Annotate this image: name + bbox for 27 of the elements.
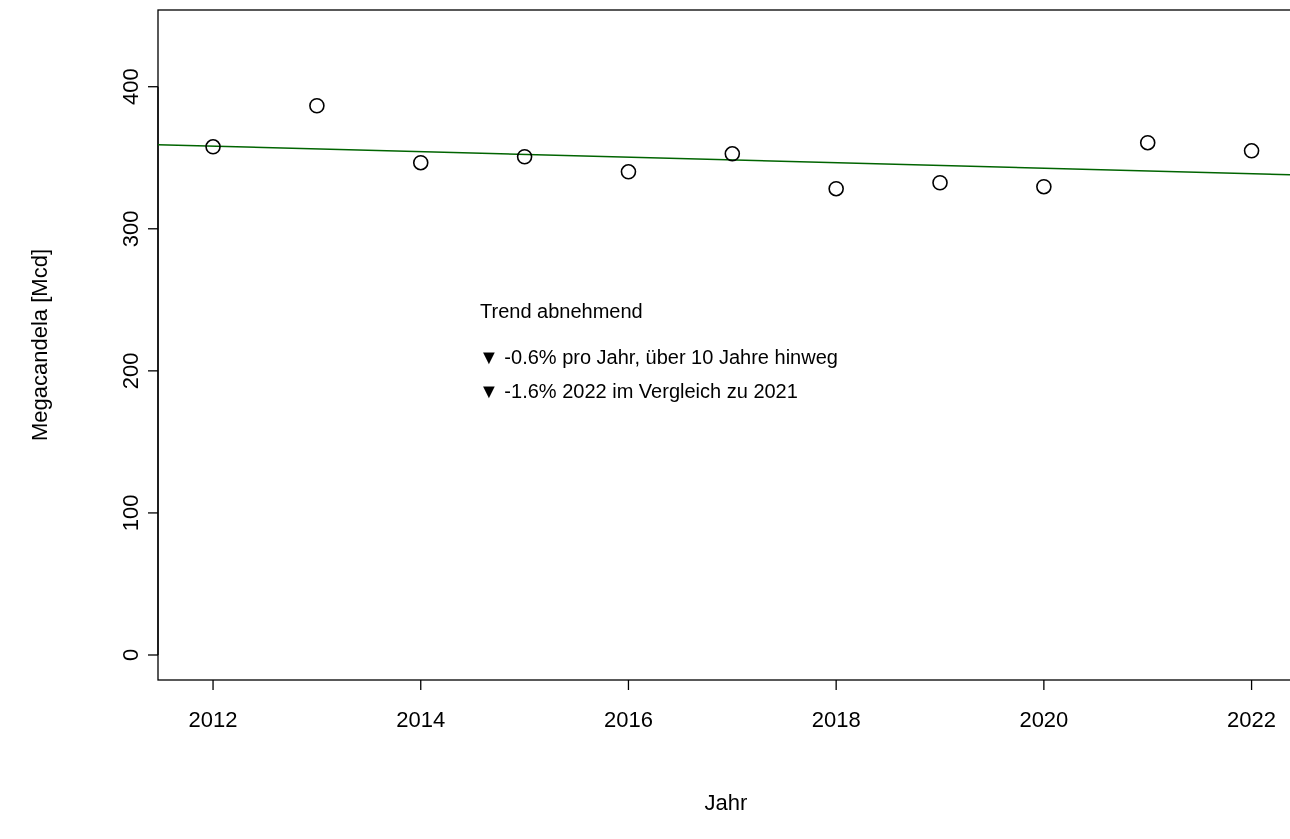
annotation: Trend abnehmend (480, 300, 643, 322)
y-axis-title: Megacandela [Mcd] (27, 249, 52, 441)
point (309, 97, 325, 114)
y-tick-label: 100 (118, 494, 143, 532)
point (516, 148, 533, 165)
annotation: ▼ -0.6% pro Jahr, über 10 Jahre hinweg (479, 346, 838, 368)
y-tick-label: 0 (118, 648, 143, 662)
x-tick-label: 2016 (603, 707, 653, 732)
x-tick-label: 2020 (1019, 707, 1069, 732)
x-tick-label: 2022 (1227, 707, 1277, 732)
point (412, 154, 429, 171)
point (1036, 178, 1052, 195)
point (828, 180, 844, 197)
y-tick-label: 200 (118, 352, 143, 390)
point (205, 139, 221, 155)
x-tick-label: 2012 (188, 707, 238, 732)
x-axis-title: Jahr (704, 790, 748, 815)
point (932, 174, 948, 191)
point (620, 164, 637, 180)
point (1243, 142, 1260, 159)
point (1139, 134, 1156, 151)
annotation: ▼ -1.6% 2022 im Vergleich zu 2021 (479, 380, 798, 402)
point (724, 145, 741, 162)
y-tick-label: 300 (118, 210, 143, 248)
x-tick-label: 2014 (396, 707, 446, 732)
y-tick-label: 400 (118, 68, 143, 106)
x-tick-label: 2018 (811, 707, 861, 732)
